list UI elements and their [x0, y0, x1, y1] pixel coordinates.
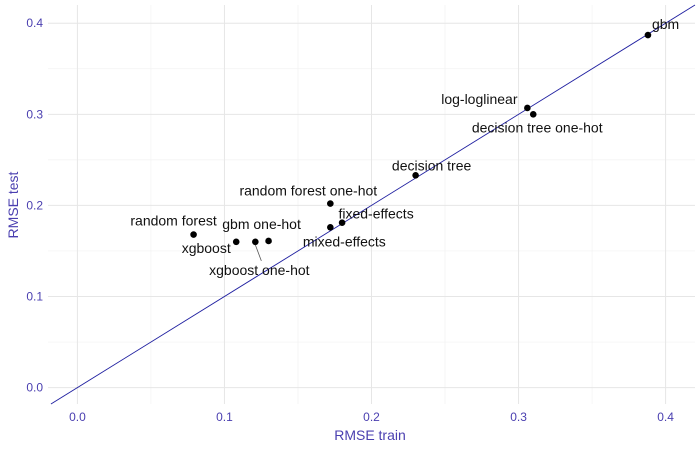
data-point	[412, 172, 419, 179]
data-point	[232, 238, 240, 246]
x-tick-label: 0.3	[510, 410, 527, 424]
data-point	[338, 219, 346, 227]
point-label: xgboost one-hot	[209, 262, 310, 278]
tick-labels-layer: 0.0 0.1 0.2 0.3 0.4 0.0 0.1 0.2 0.3 0.4	[26, 16, 674, 424]
reference-line	[50, 4, 696, 405]
label-leader-line	[254, 244, 262, 261]
data-point	[327, 200, 334, 207]
data-point	[524, 104, 531, 112]
grid	[48, 5, 695, 404]
point-label: random forest	[130, 213, 216, 229]
y-tick-label: 0.0	[26, 381, 43, 395]
data-point	[265, 237, 272, 245]
points-layer	[190, 31, 652, 246]
point-labels-layer: gbm log-loglinear decision tree one-hot dec…	[130, 16, 679, 278]
point-label: mixed-effects	[303, 233, 386, 249]
data-point	[327, 223, 334, 231]
y-tick-label: 0.2	[26, 198, 43, 212]
data-point	[644, 31, 652, 39]
data-point	[529, 111, 537, 118]
data-point	[190, 231, 197, 238]
point-label: log-loglinear	[441, 91, 518, 107]
y-tick-label: 0.4	[26, 16, 43, 30]
y-tick-label: 0.3	[26, 107, 43, 121]
point-label: decision tree	[392, 157, 472, 173]
data-point	[252, 238, 259, 246]
x-tick-label: 0.1	[216, 410, 233, 424]
point-label: xgboost	[182, 240, 231, 256]
x-tick-label: 0.4	[657, 410, 674, 424]
x-axis-title: RMSE train	[334, 427, 406, 443]
point-label: random forest one-hot	[239, 183, 377, 199]
y-tick-label: 0.1	[26, 290, 43, 304]
x-tick-label: 0.0	[69, 410, 86, 424]
point-label: decision tree one-hot	[472, 119, 603, 135]
y-axis-title: RMSE test	[5, 171, 21, 238]
x-tick-label: 0.2	[363, 410, 380, 424]
point-label: gbm one-hot	[222, 216, 301, 232]
reference-line-layer	[50, 4, 696, 405]
point-label: fixed-effects	[338, 206, 413, 222]
point-label: gbm	[652, 16, 679, 32]
